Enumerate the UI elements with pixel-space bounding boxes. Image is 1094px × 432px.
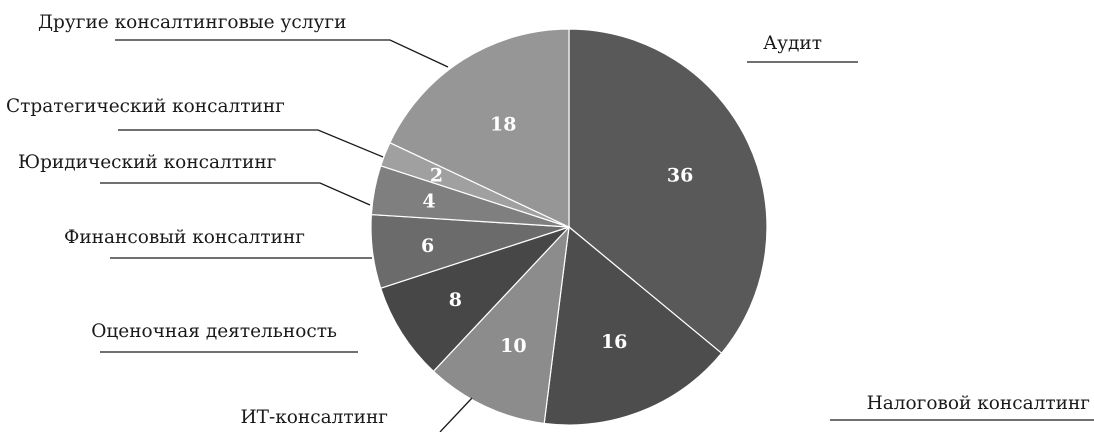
leader-line (118, 129, 384, 158)
pie-slice-4 (379, 226, 570, 373)
slice-value-label: 8 (449, 289, 462, 311)
category-labels: Аудит Налоговой консалтинг ИТ-консалтинг Оц… (6, 12, 1090, 428)
slice-value-label: 6 (421, 235, 434, 257)
category-label: Стратегический консалтинг (6, 96, 285, 117)
pie-slice-2 (543, 225, 723, 426)
slice-value-label: 36 (667, 165, 693, 187)
category-label: Налоговой консалтинг (867, 393, 1090, 414)
leader-line (439, 397, 473, 432)
category-label: Финансовый консалтинг (64, 227, 305, 248)
slice-value-label: 10 (500, 335, 526, 357)
slice-value-label: 16 (601, 331, 627, 353)
pie-slice-8 (389, 28, 570, 228)
category-label: Оценочная деятельность (91, 321, 337, 342)
pie-slices (370, 28, 768, 426)
leader-line (115, 39, 449, 68)
slice-value-label: 4 (422, 190, 435, 212)
slice-value-label: 18 (490, 113, 516, 135)
category-label: Аудит (763, 33, 822, 54)
pie-slice-1 (568, 28, 768, 355)
pie-data-labels: 36 16 10 8 6 4 2 18 (421, 113, 693, 357)
category-label: ИТ-консалтинг (241, 407, 389, 428)
category-label: Юридический консалтинг (18, 152, 276, 173)
leader-line (100, 182, 371, 206)
slice-value-label: 2 (430, 165, 443, 187)
category-label: Другие консалтинговые услуги (38, 12, 346, 33)
leader-lines (100, 39, 1094, 432)
pie-slice-3 (432, 225, 570, 425)
